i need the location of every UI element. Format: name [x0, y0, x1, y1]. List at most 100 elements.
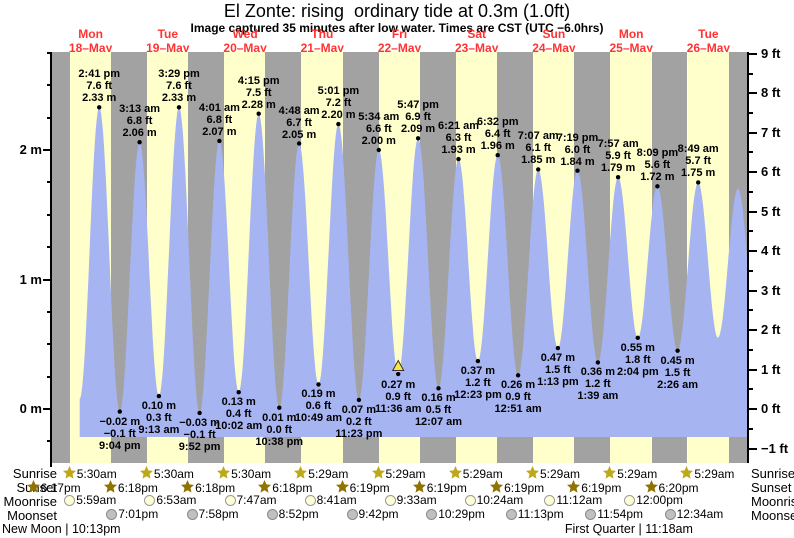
sunrise-entry: 5:30am [217, 466, 271, 482]
sunset-star-icon [258, 480, 272, 496]
current-tide-marker [391, 359, 405, 372]
low-tide-annotation: 0.37 m 1.2 ft 12:23 pm [454, 365, 502, 402]
y-right-tick-label: 4 ft [761, 243, 781, 259]
day-label: Tue 19–May [128, 27, 208, 55]
moonset-time: 11:13pm [517, 507, 564, 521]
tide-extreme-dot [595, 360, 601, 365]
moonset-entry: 12:34am [664, 508, 723, 521]
tide-extreme-dot [217, 138, 222, 144]
tide-extreme-dot [475, 358, 481, 364]
tide-area [79, 107, 747, 437]
tide-extreme-dot [396, 371, 401, 377]
row-label-moonset-right: Moonset [751, 508, 794, 523]
moonrise-time: 10:24am [476, 493, 524, 507]
moonrise-icon [624, 495, 636, 506]
tide-extreme-dot [456, 156, 461, 162]
sunset-entry: 6:18pm [258, 480, 312, 496]
high-tide-annotation: 5:34 am 6.6 ft 2.00 m [358, 111, 400, 147]
date: 24–May [532, 41, 576, 55]
y-right-tick-label: 1 ft [761, 361, 781, 377]
y-right-tick-label: 6 ft [761, 164, 781, 180]
low-tide-annotation: 0.07 m 0.2 ft 11:23 pm [335, 403, 383, 440]
moon-phase-label: First Quarter | 11:18am [564, 522, 693, 536]
tide-extreme-dot [635, 335, 640, 340]
sunrise-time: 5:29am [308, 466, 349, 481]
day-label: Thu 21–May [282, 27, 362, 55]
moonset-entry: 9:42pm [346, 508, 399, 521]
tide-extreme-dot [515, 373, 521, 378]
low-tide-annotation: 0.27 m 0.9 ft 11:36 am [374, 379, 422, 415]
y-right-tick-label: 5 ft [761, 203, 781, 219]
y-right-tick-label: 3 ft [761, 282, 781, 298]
moonset-icon [186, 509, 198, 520]
moonset-icon [426, 509, 438, 520]
tide-extreme-dot [575, 168, 580, 173]
sunrise-star-icon [603, 466, 617, 482]
moonrise-time: 12:00pm [636, 493, 683, 507]
sunrise-entry: 5:29am [294, 466, 348, 482]
moonset-time: 7:01pm [118, 507, 159, 521]
moonrise-time: 5:59am [76, 493, 117, 507]
sunset-time: 6:18pm [117, 480, 158, 495]
tide-extreme-dot [555, 345, 561, 351]
high-tide-annotation: 8:49 am 5.7 ft 1.75 m [677, 143, 719, 180]
sunrise-entry: 5:30am [62, 466, 117, 482]
moonset-time: 11:54pm [597, 507, 643, 521]
sunrise-time: 5:29am [462, 466, 503, 481]
sunrise-time: 5:29am [540, 466, 581, 481]
sunrise-entry: 5:29am [371, 466, 426, 482]
tide-extreme-dot [436, 386, 441, 391]
moonrise-entry: 7:47am [224, 494, 277, 507]
low-tide-annotation: −0.03 m −0.1 ft 9:52 pm [178, 416, 221, 453]
date: 18–May [68, 41, 113, 55]
low-tide-annotation: −0.02 m −0.1 ft 9:04 pm [98, 415, 141, 452]
moonrise-entry: 11:12am [544, 494, 602, 507]
y-right-tick [749, 250, 757, 253]
weekday: Fri [391, 27, 408, 41]
high-tide-annotation: 4:01 am 6.8 ft 2.07 m [198, 101, 240, 138]
y-right-tick-label: 7 ft [761, 124, 781, 140]
y-right-minor-tick [749, 269, 753, 272]
y-left-tick [47, 375, 52, 378]
y-right-tick [749, 408, 757, 410]
moonset-icon [346, 509, 358, 520]
moon-phase-label: New Moon | 10:13pm [2, 522, 121, 536]
low-tide-annotation: 0.36 m 1.2 ft 1:39 am [577, 366, 619, 403]
date: 25–May [609, 41, 653, 55]
moonset-icon [106, 509, 118, 520]
tide-extreme-dot [696, 180, 701, 185]
y-right-tick-label: 9 ft [761, 45, 781, 61]
row-label-sunrise-right: Sunrise [751, 466, 794, 481]
tide-extreme-dot [137, 140, 142, 145]
day-label: Mon 18–May [51, 27, 131, 55]
day-label: Sat 23–May [437, 27, 517, 55]
tide-extreme-dot [376, 147, 381, 153]
moonrise-entry: 12:00pm [624, 494, 683, 507]
tide-extreme-dot [655, 184, 660, 189]
moonrise-entry: 10:24am [464, 493, 524, 507]
high-tide-annotation: 4:48 am 6.7 ft 2.05 m [278, 104, 320, 141]
tide-plot-area: 2:41 pm 7.6 ft 2.33 m −0.02 m −0.1 ft 9:04 pm… [52, 52, 747, 463]
sunrise-entry: 5:29am [603, 466, 657, 482]
high-tide-annotation: 7:19 pm 6.0 ft 1.84 m [556, 131, 599, 168]
y-right-minor-tick [749, 427, 753, 430]
y-left-tick [43, 278, 52, 281]
sunrise-time: 5:30am [153, 466, 194, 481]
moonset-entry: 10:29pm [426, 508, 485, 521]
moonset-entry: 8:52pm [266, 508, 319, 521]
sunset-star-icon [335, 480, 349, 496]
high-tide-annotation: 6:21 am 6.3 ft 1.93 m [438, 120, 480, 157]
date: 19–May [146, 41, 190, 55]
page-subtitle: Image captured 35 minutes after low wate… [190, 21, 604, 35]
moonset-entry: 7:58pm [186, 508, 239, 521]
sunset-time: 6:19pm [504, 480, 545, 495]
low-tide-annotation: 0.26 m 0.9 ft 12:51 am [494, 379, 542, 416]
high-tide-annotation: 3:13 am 6.8 ft 2.06 m [119, 103, 161, 140]
sunset-entry: 6:19pm [567, 480, 621, 496]
y-right-minor-tick [749, 388, 753, 391]
row-label-sunset-right: Sunset [751, 480, 792, 495]
y-left-tick [47, 116, 52, 119]
moonset-entry: 7:01pm [106, 508, 158, 521]
high-tide-annotation: 2:41 pm 7.6 ft 2.33 m [78, 68, 121, 105]
